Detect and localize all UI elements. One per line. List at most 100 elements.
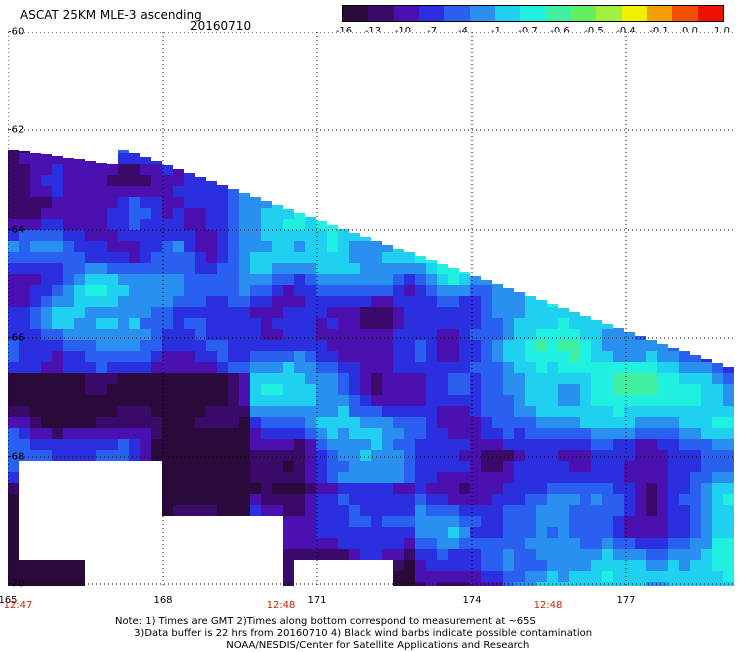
- swath-cell: [217, 241, 228, 252]
- swath-cell: [349, 307, 360, 318]
- swath-cell: [415, 318, 426, 329]
- swath-cell: [8, 274, 19, 285]
- swath-cell: [305, 252, 316, 263]
- swath-cell: [338, 527, 349, 538]
- swath-cell: [261, 461, 272, 472]
- swath-cell: [712, 571, 723, 582]
- swath-cell: [547, 472, 558, 483]
- swath-cell: [140, 439, 151, 450]
- swath-cell: [338, 494, 349, 505]
- swath-cell: [635, 340, 646, 351]
- swath-cell: [382, 494, 393, 505]
- swath-cell: [470, 362, 481, 373]
- swath-cell: [173, 263, 184, 274]
- swath-cell: [41, 571, 52, 582]
- swath-cell: [96, 164, 107, 175]
- swath-cell: [129, 230, 140, 241]
- swath-cell: [404, 362, 415, 373]
- swath-cell: [503, 351, 514, 362]
- swath-cell: [426, 274, 437, 285]
- swath-cell: [624, 571, 635, 582]
- swath-cell: [558, 428, 569, 439]
- swath-cell: [272, 461, 283, 472]
- swath-cell: [261, 494, 272, 505]
- swath-cell: [8, 428, 19, 439]
- swath-cell: [547, 494, 558, 505]
- swath-cell: [85, 439, 96, 450]
- swath-cell: [140, 285, 151, 296]
- swath-cell: [481, 560, 492, 571]
- swath-cell: [250, 461, 261, 472]
- swath-cell: [569, 549, 580, 560]
- swath-cell: [283, 461, 294, 472]
- swath-cell: [8, 494, 19, 505]
- swath-cell: [217, 263, 228, 274]
- swath-cell: [613, 439, 624, 450]
- swath-cell: [294, 538, 305, 549]
- swath-cell: [63, 285, 74, 296]
- swath-cell: [602, 450, 613, 461]
- swath-cell: [657, 362, 668, 373]
- swath-cell: [228, 450, 239, 461]
- swath-cell: [74, 582, 85, 586]
- swath-cell: [294, 395, 305, 406]
- swath-cell: [723, 516, 734, 527]
- swath-cell: [690, 439, 701, 450]
- swath-cell: [228, 219, 239, 230]
- swath-cell: [140, 175, 151, 186]
- swath-cell: [327, 450, 338, 461]
- swath-cell: [327, 549, 338, 560]
- swath-cell: [41, 318, 52, 329]
- swath-cell: [470, 395, 481, 406]
- swath-cell: [448, 505, 459, 516]
- swath-cell: [195, 351, 206, 362]
- swath-cell: [646, 461, 657, 472]
- swath-cell: [415, 549, 426, 560]
- swath-cell: [327, 461, 338, 472]
- swath-cell: [8, 406, 19, 417]
- swath-cell: [712, 505, 723, 516]
- swath-cell: [41, 428, 52, 439]
- swath-cell: [305, 219, 316, 230]
- swath-cell: [547, 395, 558, 406]
- swath-cell: [580, 450, 591, 461]
- swath-cell: [63, 230, 74, 241]
- swath-cell: [107, 175, 118, 186]
- swath-cell: [602, 571, 613, 582]
- swath-cell: [349, 494, 360, 505]
- swath-cell: [206, 296, 217, 307]
- swath-cell: [173, 483, 184, 494]
- swath-cell: [492, 461, 503, 472]
- swath-cell: [426, 560, 437, 571]
- swath-cell: [668, 494, 679, 505]
- swath-cell: [217, 340, 228, 351]
- swath-cell: [459, 296, 470, 307]
- swath-cell: [217, 329, 228, 340]
- swath-cell: [701, 428, 712, 439]
- swath-cell: [448, 483, 459, 494]
- swath-cell: [74, 197, 85, 208]
- swath-cell: [30, 285, 41, 296]
- swath-cell: [140, 230, 151, 241]
- swath-cell: [382, 461, 393, 472]
- swath-cell: [129, 307, 140, 318]
- swath-cell: [206, 241, 217, 252]
- swath-cell: [360, 483, 371, 494]
- swath-cell: [250, 505, 261, 516]
- swath-cell: [206, 505, 217, 516]
- swath-cell: [162, 219, 173, 230]
- swath-cell: [404, 318, 415, 329]
- swath-cell: [701, 483, 712, 494]
- swath-cell: [514, 582, 525, 586]
- swath-cell: [492, 362, 503, 373]
- swath-cell: [371, 428, 382, 439]
- swath-cell: [602, 549, 613, 560]
- swath-cell: [107, 274, 118, 285]
- swath-cell: [558, 560, 569, 571]
- swath-cell: [250, 329, 261, 340]
- swath-cell: [558, 417, 569, 428]
- swath-cell: [228, 384, 239, 395]
- swath-cell: [217, 461, 228, 472]
- swath-cell: [492, 406, 503, 417]
- swath-cell: [129, 450, 140, 461]
